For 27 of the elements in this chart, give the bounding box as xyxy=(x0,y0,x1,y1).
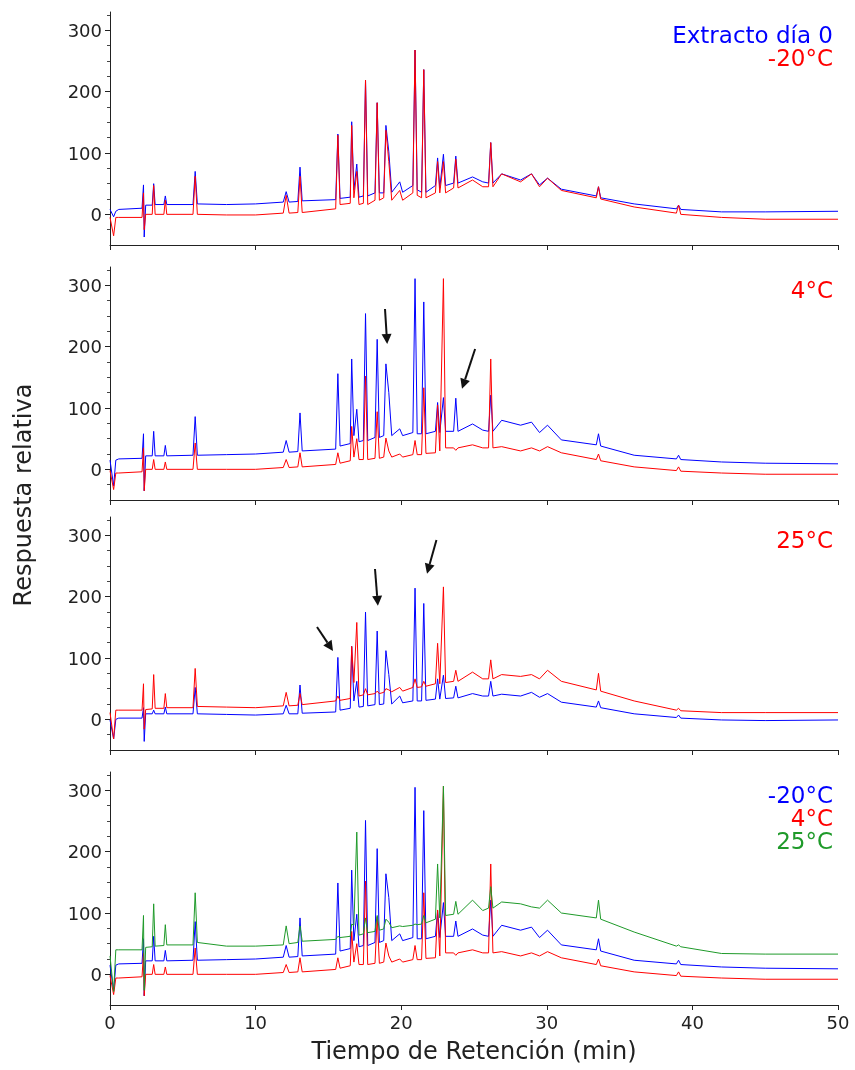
text: 4°C xyxy=(790,276,833,303)
y-tick-label: 200 xyxy=(67,586,102,608)
y-tick-label: 200 xyxy=(67,841,102,863)
x-tick-label: 30 xyxy=(535,1011,559,1033)
x-tick-label: 40 xyxy=(680,1011,704,1033)
y-tick-label: 200 xyxy=(67,81,102,103)
y-tick-label: 100 xyxy=(67,902,102,924)
y-tick-label: 300 xyxy=(67,779,102,801)
y-tick-label: 100 xyxy=(67,647,102,669)
x-tick-label: 20 xyxy=(389,1011,413,1033)
y-tick-label: 0 xyxy=(90,708,102,730)
y-tick-label: 300 xyxy=(67,524,102,546)
line-series xyxy=(109,278,839,492)
y-tick-label: 300 xyxy=(67,274,102,296)
y-tick-label: 0 xyxy=(90,458,102,480)
x-tick-label: 50 xyxy=(826,1011,850,1033)
y-tick-label: 0 xyxy=(90,203,102,225)
x-axis-title: Tiempo de Retención (min) xyxy=(310,1037,637,1065)
y-tick-label: 200 xyxy=(67,336,102,358)
y-axis-title: Respuesta relativa xyxy=(9,383,37,607)
y-tick-label: 100 xyxy=(67,397,102,419)
x-tick-label: 10 xyxy=(244,1011,268,1033)
text: 25°C xyxy=(776,526,833,553)
y-tick-label: 100 xyxy=(67,142,102,164)
y-tick-label: 0 xyxy=(90,963,102,985)
x-tick-label: 0 xyxy=(104,1011,116,1033)
y-tick-label: 300 xyxy=(67,19,102,41)
